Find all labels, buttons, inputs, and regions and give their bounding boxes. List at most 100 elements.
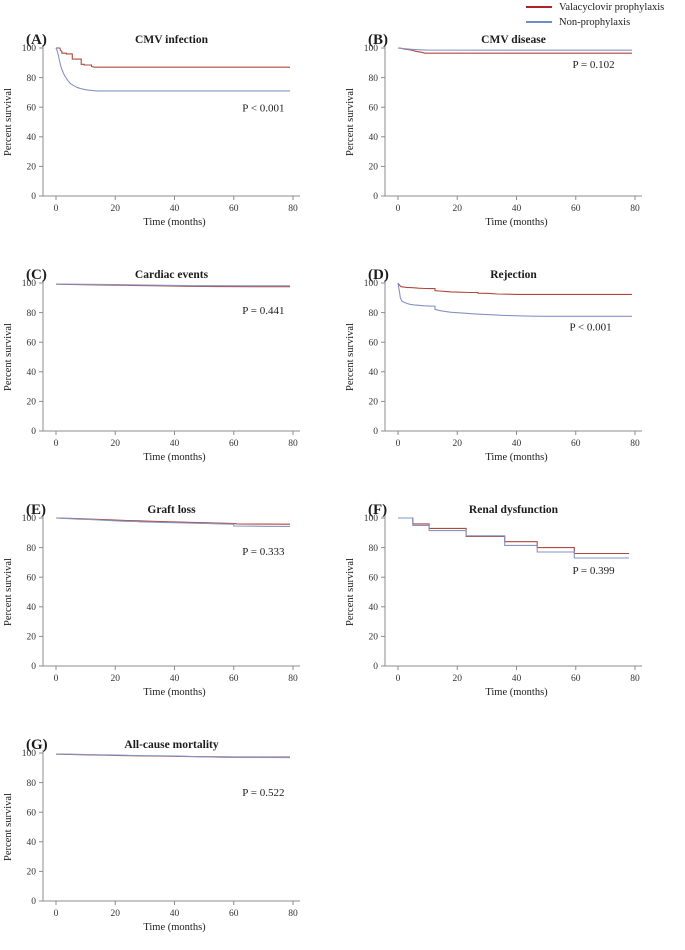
svg-text:40: 40 <box>369 603 379 613</box>
svg-text:60: 60 <box>369 103 379 113</box>
svg-text:Percent survival: Percent survival <box>3 88 14 156</box>
svg-text:Time (months): Time (months) <box>485 687 548 698</box>
svg-text:80: 80 <box>630 204 640 214</box>
svg-text:P = 0.333: P = 0.333 <box>242 546 285 558</box>
svg-text:60: 60 <box>571 674 581 684</box>
svg-text:20: 20 <box>111 674 121 684</box>
svg-text:0: 0 <box>31 427 36 437</box>
svg-text:80: 80 <box>369 309 379 319</box>
svg-text:P = 0.102: P = 0.102 <box>572 59 614 71</box>
svg-text:60: 60 <box>229 909 239 919</box>
svg-text:60: 60 <box>571 204 581 214</box>
svg-text:0: 0 <box>396 204 401 214</box>
svg-text:Cardiac events: Cardiac events <box>135 269 209 281</box>
svg-text:80: 80 <box>27 309 37 319</box>
svg-text:80: 80 <box>27 74 37 84</box>
panel-grid: 0 20 40 60 80 100 0 20 40 60 80 CMV infection (A) Per… <box>0 26 685 950</box>
svg-text:60: 60 <box>229 674 239 684</box>
svg-text:80: 80 <box>288 909 298 919</box>
svg-text:80: 80 <box>369 544 379 554</box>
svg-text:Renal dysfunction: Renal dysfunction <box>469 504 559 516</box>
svg-text:Time (months): Time (months) <box>143 217 206 228</box>
svg-text:100: 100 <box>364 279 379 289</box>
svg-text:20: 20 <box>27 163 37 173</box>
svg-text:Percent survival: Percent survival <box>3 323 14 391</box>
legend-item-non-prophylaxis: Non-prophylaxis <box>526 16 664 28</box>
svg-text:60: 60 <box>27 808 37 818</box>
svg-text:Time (months): Time (months) <box>143 452 206 463</box>
svg-text:P < 0.001: P < 0.001 <box>569 321 611 333</box>
svg-text:100: 100 <box>22 279 37 289</box>
svg-text:20: 20 <box>453 439 463 449</box>
svg-text:80: 80 <box>27 779 37 789</box>
svg-text:60: 60 <box>27 573 37 583</box>
svg-text:0: 0 <box>54 204 59 214</box>
svg-text:0: 0 <box>54 439 59 449</box>
svg-text:Percent survival: Percent survival <box>345 558 356 626</box>
svg-text:Rejection: Rejection <box>490 269 537 281</box>
svg-text:(D): (D) <box>368 267 389 283</box>
svg-text:20: 20 <box>369 633 379 643</box>
svg-text:Time (months): Time (months) <box>485 452 548 463</box>
svg-text:20: 20 <box>111 439 121 449</box>
svg-text:80: 80 <box>369 74 379 84</box>
svg-text:40: 40 <box>27 838 37 848</box>
panel-a-cmv-infection-chart: 0 20 40 60 80 100 0 20 40 60 80 CMV infection (A) Per… <box>3 32 300 228</box>
svg-text:80: 80 <box>630 674 640 684</box>
svg-text:20: 20 <box>111 204 121 214</box>
svg-text:40: 40 <box>170 204 180 214</box>
svg-text:100: 100 <box>22 514 37 524</box>
svg-text:(A): (A) <box>26 32 47 48</box>
svg-text:All-cause mortality: All-cause mortality <box>124 739 218 751</box>
svg-text:(F): (F) <box>368 502 387 518</box>
panel-c-cardiac-events-chart: 0 20 40 60 80 100 0 20 40 60 80 Cardiac events (C) Pe… <box>3 267 300 463</box>
svg-text:40: 40 <box>512 439 522 449</box>
svg-text:80: 80 <box>288 204 298 214</box>
svg-text:0: 0 <box>31 662 36 672</box>
svg-text:Percent survival: Percent survival <box>3 558 14 626</box>
svg-text:80: 80 <box>630 439 640 449</box>
svg-text:100: 100 <box>22 44 37 54</box>
panel-e-graft-loss-chart: 0 20 40 60 80 100 0 20 40 60 80 Graft loss (E) Percen… <box>3 502 300 698</box>
svg-text:100: 100 <box>22 749 37 759</box>
svg-text:40: 40 <box>170 909 180 919</box>
svg-text:40: 40 <box>27 603 37 613</box>
svg-text:0: 0 <box>373 192 378 202</box>
valacyclovir-line-swatch <box>526 6 552 8</box>
panel-f-renal-dysfunction-chart: 0 20 40 60 80 100 0 20 40 60 80 Renal dysfunction (F… <box>345 502 642 698</box>
svg-text:Time (months): Time (months) <box>143 687 206 698</box>
legend-label-non-prophylaxis: Non-prophylaxis <box>559 16 631 28</box>
svg-text:100: 100 <box>364 44 379 54</box>
svg-text:60: 60 <box>27 338 37 348</box>
svg-text:Percent survival: Percent survival <box>345 323 356 391</box>
svg-text:CMV infection: CMV infection <box>135 34 209 46</box>
svg-text:(B): (B) <box>368 32 388 48</box>
svg-text:60: 60 <box>369 573 379 583</box>
svg-text:60: 60 <box>229 439 239 449</box>
svg-text:40: 40 <box>512 204 522 214</box>
svg-text:Time (months): Time (months) <box>485 217 548 228</box>
svg-text:20: 20 <box>111 909 121 919</box>
panel-b-cmv-disease-chart: 0 20 40 60 80 100 0 20 40 60 80 CMV disease (B) Perce… <box>345 32 642 228</box>
svg-text:20: 20 <box>27 633 37 643</box>
svg-text:40: 40 <box>369 368 379 378</box>
panel-g-all-cause-mortality-chart: 0 20 40 60 80 100 0 20 40 60 80 All-cause mortality… <box>3 737 300 933</box>
svg-text:100: 100 <box>364 514 379 524</box>
svg-text:60: 60 <box>571 439 581 449</box>
svg-text:P < 0.001: P < 0.001 <box>242 103 284 115</box>
svg-text:80: 80 <box>288 439 298 449</box>
legend-item-valacyclovir-prophylaxis: Valacyclovir prophylaxis <box>526 1 664 13</box>
svg-text:0: 0 <box>396 674 401 684</box>
svg-text:20: 20 <box>453 204 463 214</box>
svg-text:(E): (E) <box>26 502 46 518</box>
svg-text:40: 40 <box>170 674 180 684</box>
svg-text:P = 0.522: P = 0.522 <box>242 787 284 799</box>
svg-text:40: 40 <box>27 133 37 143</box>
svg-text:40: 40 <box>512 674 522 684</box>
legend-label-valacyclovir: Valacyclovir prophylaxis <box>559 1 665 13</box>
svg-text:60: 60 <box>27 103 37 113</box>
svg-text:0: 0 <box>396 439 401 449</box>
svg-text:20: 20 <box>27 868 37 878</box>
svg-text:60: 60 <box>229 204 239 214</box>
